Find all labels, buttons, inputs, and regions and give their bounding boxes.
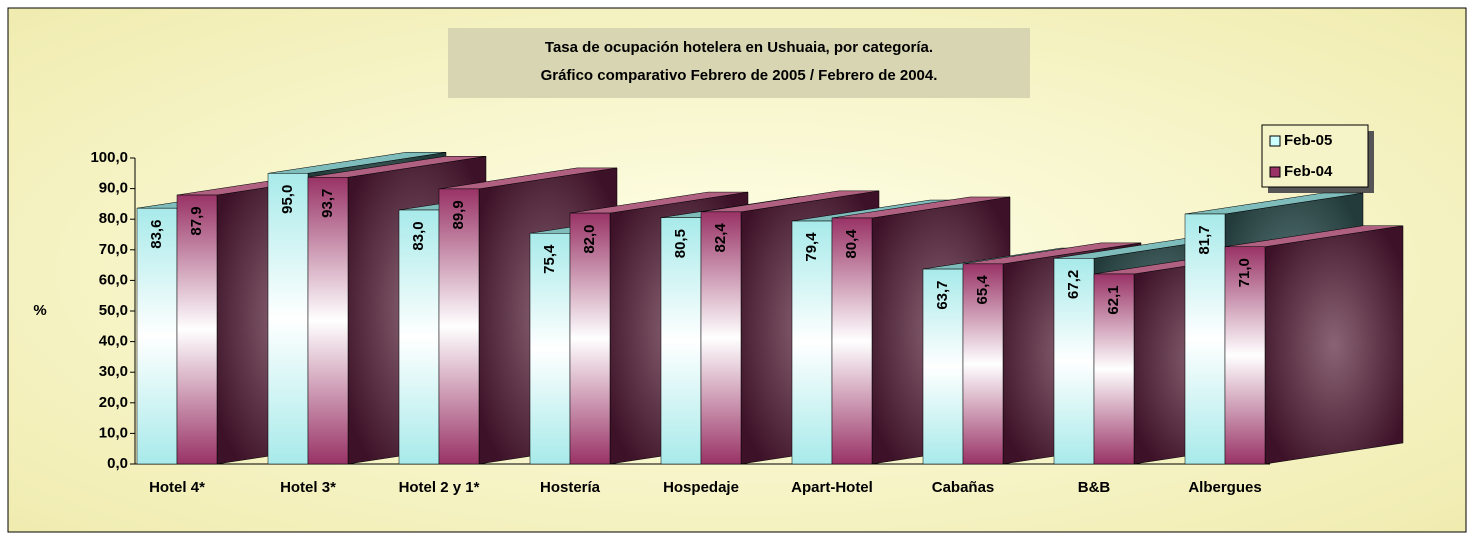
bar <box>1184 213 1226 465</box>
legend-swatch <box>1269 166 1281 178</box>
bar <box>1093 273 1135 465</box>
y-tick-label: 70,0 <box>99 241 128 258</box>
bar <box>1053 258 1095 465</box>
legend-swatch <box>1269 135 1281 147</box>
bar <box>791 220 833 465</box>
bar <box>176 194 218 465</box>
value-label: 83,6 <box>148 220 165 249</box>
bar-side <box>1264 225 1404 465</box>
x-tick-label: Apart-Hotel <box>791 479 873 496</box>
value-label: 65,4 <box>974 275 991 305</box>
x-tick-label: Cabañas <box>932 479 995 496</box>
value-label: 80,5 <box>672 229 689 258</box>
bar <box>660 217 702 465</box>
bar <box>307 177 349 465</box>
legend-label: Feb-04 <box>1284 163 1333 180</box>
value-label: 63,7 <box>934 280 951 309</box>
value-label: 67,2 <box>1065 270 1082 299</box>
value-label: 87,9 <box>188 206 205 235</box>
legend-label: Feb-05 <box>1284 132 1332 149</box>
y-tick-label: 80,0 <box>99 210 128 227</box>
bar <box>962 263 1004 465</box>
bar <box>922 268 964 465</box>
y-axis-label: % <box>33 302 46 319</box>
value-label: 95,0 <box>279 185 296 214</box>
bar <box>700 211 742 465</box>
value-label: 80,4 <box>843 229 860 259</box>
bar <box>398 209 440 465</box>
value-label: 83,0 <box>410 221 427 250</box>
y-tick-label: 90,0 <box>99 180 128 197</box>
y-tick-label: 20,0 <box>99 394 128 411</box>
value-label: 62,1 <box>1105 285 1122 314</box>
value-label: 81,7 <box>1196 225 1213 254</box>
y-tick-label: 30,0 <box>99 363 128 380</box>
y-tick-label: 100,0 <box>90 149 128 166</box>
x-tick-label: Hotel 4* <box>149 479 205 496</box>
bar <box>529 233 571 465</box>
chart-title: Tasa de ocupación hotelera en Ushuaia, p… <box>545 39 933 56</box>
y-tick-label: 60,0 <box>99 271 128 288</box>
title-box <box>448 28 1030 98</box>
bar <box>831 217 873 465</box>
y-tick-label: 0,0 <box>107 455 128 472</box>
bar <box>1224 246 1266 465</box>
value-label: 89,9 <box>450 200 467 229</box>
chart-subtitle: Gráfico comparativo Febrero de 2005 / Fe… <box>541 67 938 84</box>
x-tick-label: Hotel 2 y 1* <box>399 479 480 496</box>
x-tick-label: B&B <box>1078 479 1111 496</box>
value-label: 82,4 <box>712 223 729 253</box>
value-label: 79,4 <box>803 232 820 262</box>
x-tick-label: Hotel 3* <box>280 479 336 496</box>
bar <box>438 188 480 465</box>
x-tick-label: Hospedaje <box>663 479 739 496</box>
value-label: 75,4 <box>541 244 558 274</box>
value-label: 82,0 <box>581 224 598 253</box>
y-tick-label: 50,0 <box>99 302 128 319</box>
bar <box>267 173 309 465</box>
value-label: 71,0 <box>1236 258 1253 287</box>
value-label: 93,7 <box>319 189 336 218</box>
bar <box>569 212 611 465</box>
x-tick-label: Albergues <box>1188 479 1261 496</box>
x-tick-label: Hostería <box>540 479 601 496</box>
y-tick-label: 40,0 <box>99 333 128 350</box>
bar <box>136 207 178 465</box>
y-tick-label: 10,0 <box>99 424 128 441</box>
